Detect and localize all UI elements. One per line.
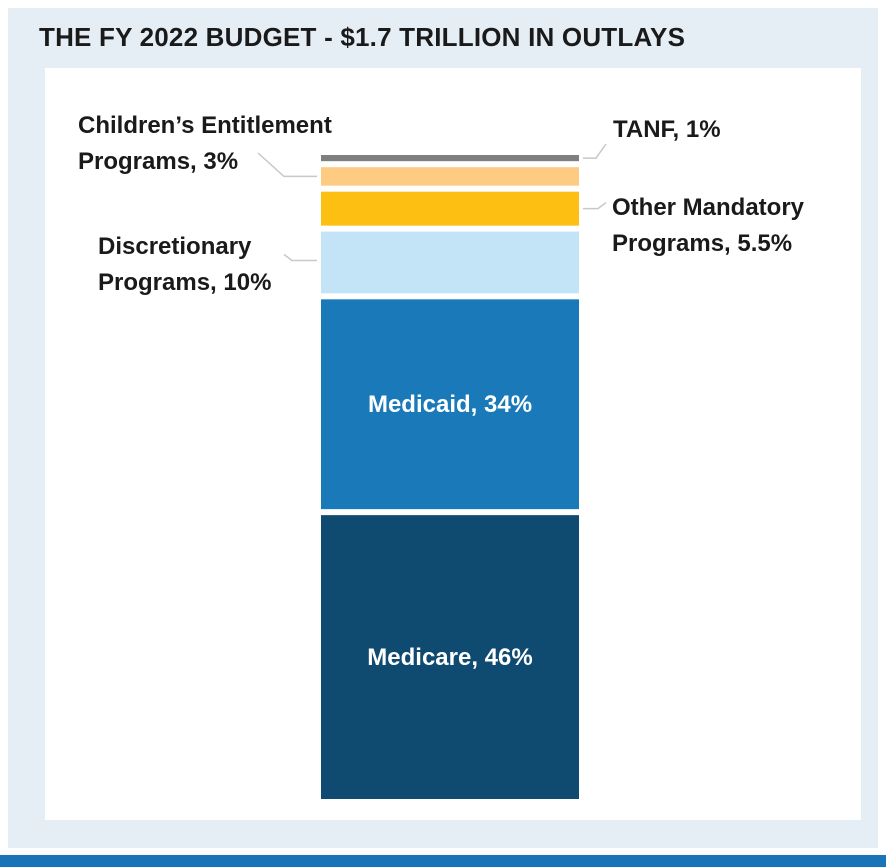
bottom-band xyxy=(0,855,886,867)
leader-line-children-s-entitlement-programs xyxy=(257,152,317,178)
segment-label-discretionary-programs-line-2: Programs, 10% xyxy=(98,269,271,296)
segment-label-children-s-entitlement-programs-line-2: Programs, 3% xyxy=(78,148,238,175)
segment-label-discretionary-programs-line-1: Discretionary xyxy=(98,233,252,260)
segment-label-medicare: Medicare, 46% xyxy=(367,644,532,671)
bar-segment-medicare xyxy=(321,515,579,799)
chart-title: THE FY 2022 BUDGET - $1.7 TRILLION IN OU… xyxy=(39,22,686,52)
segment-label-children-s-entitlement-programs-line-1: Children’s Entitlement xyxy=(78,112,332,139)
bar-segment-children-s-entitlement-programs xyxy=(321,167,579,186)
bar-segment-other-mandatory-programs xyxy=(321,191,579,226)
bar-segment-tanf xyxy=(321,155,579,162)
bar-segment-discretionary-programs xyxy=(321,231,579,294)
leader-line-other-mandatory-programs xyxy=(583,202,607,210)
leader-line-discretionary-programs xyxy=(283,253,317,262)
segment-label-medicaid: Medicaid, 34% xyxy=(368,391,532,418)
leader-line-tanf xyxy=(583,143,607,159)
bar-segment-medicaid xyxy=(321,299,579,510)
segment-label-tanf: TANF, 1% xyxy=(613,116,721,143)
segment-label-other-mandatory-programs-line-2: Programs, 5.5% xyxy=(612,230,792,257)
segment-label-other-mandatory-programs-line-1: Other Mandatory xyxy=(612,194,805,221)
